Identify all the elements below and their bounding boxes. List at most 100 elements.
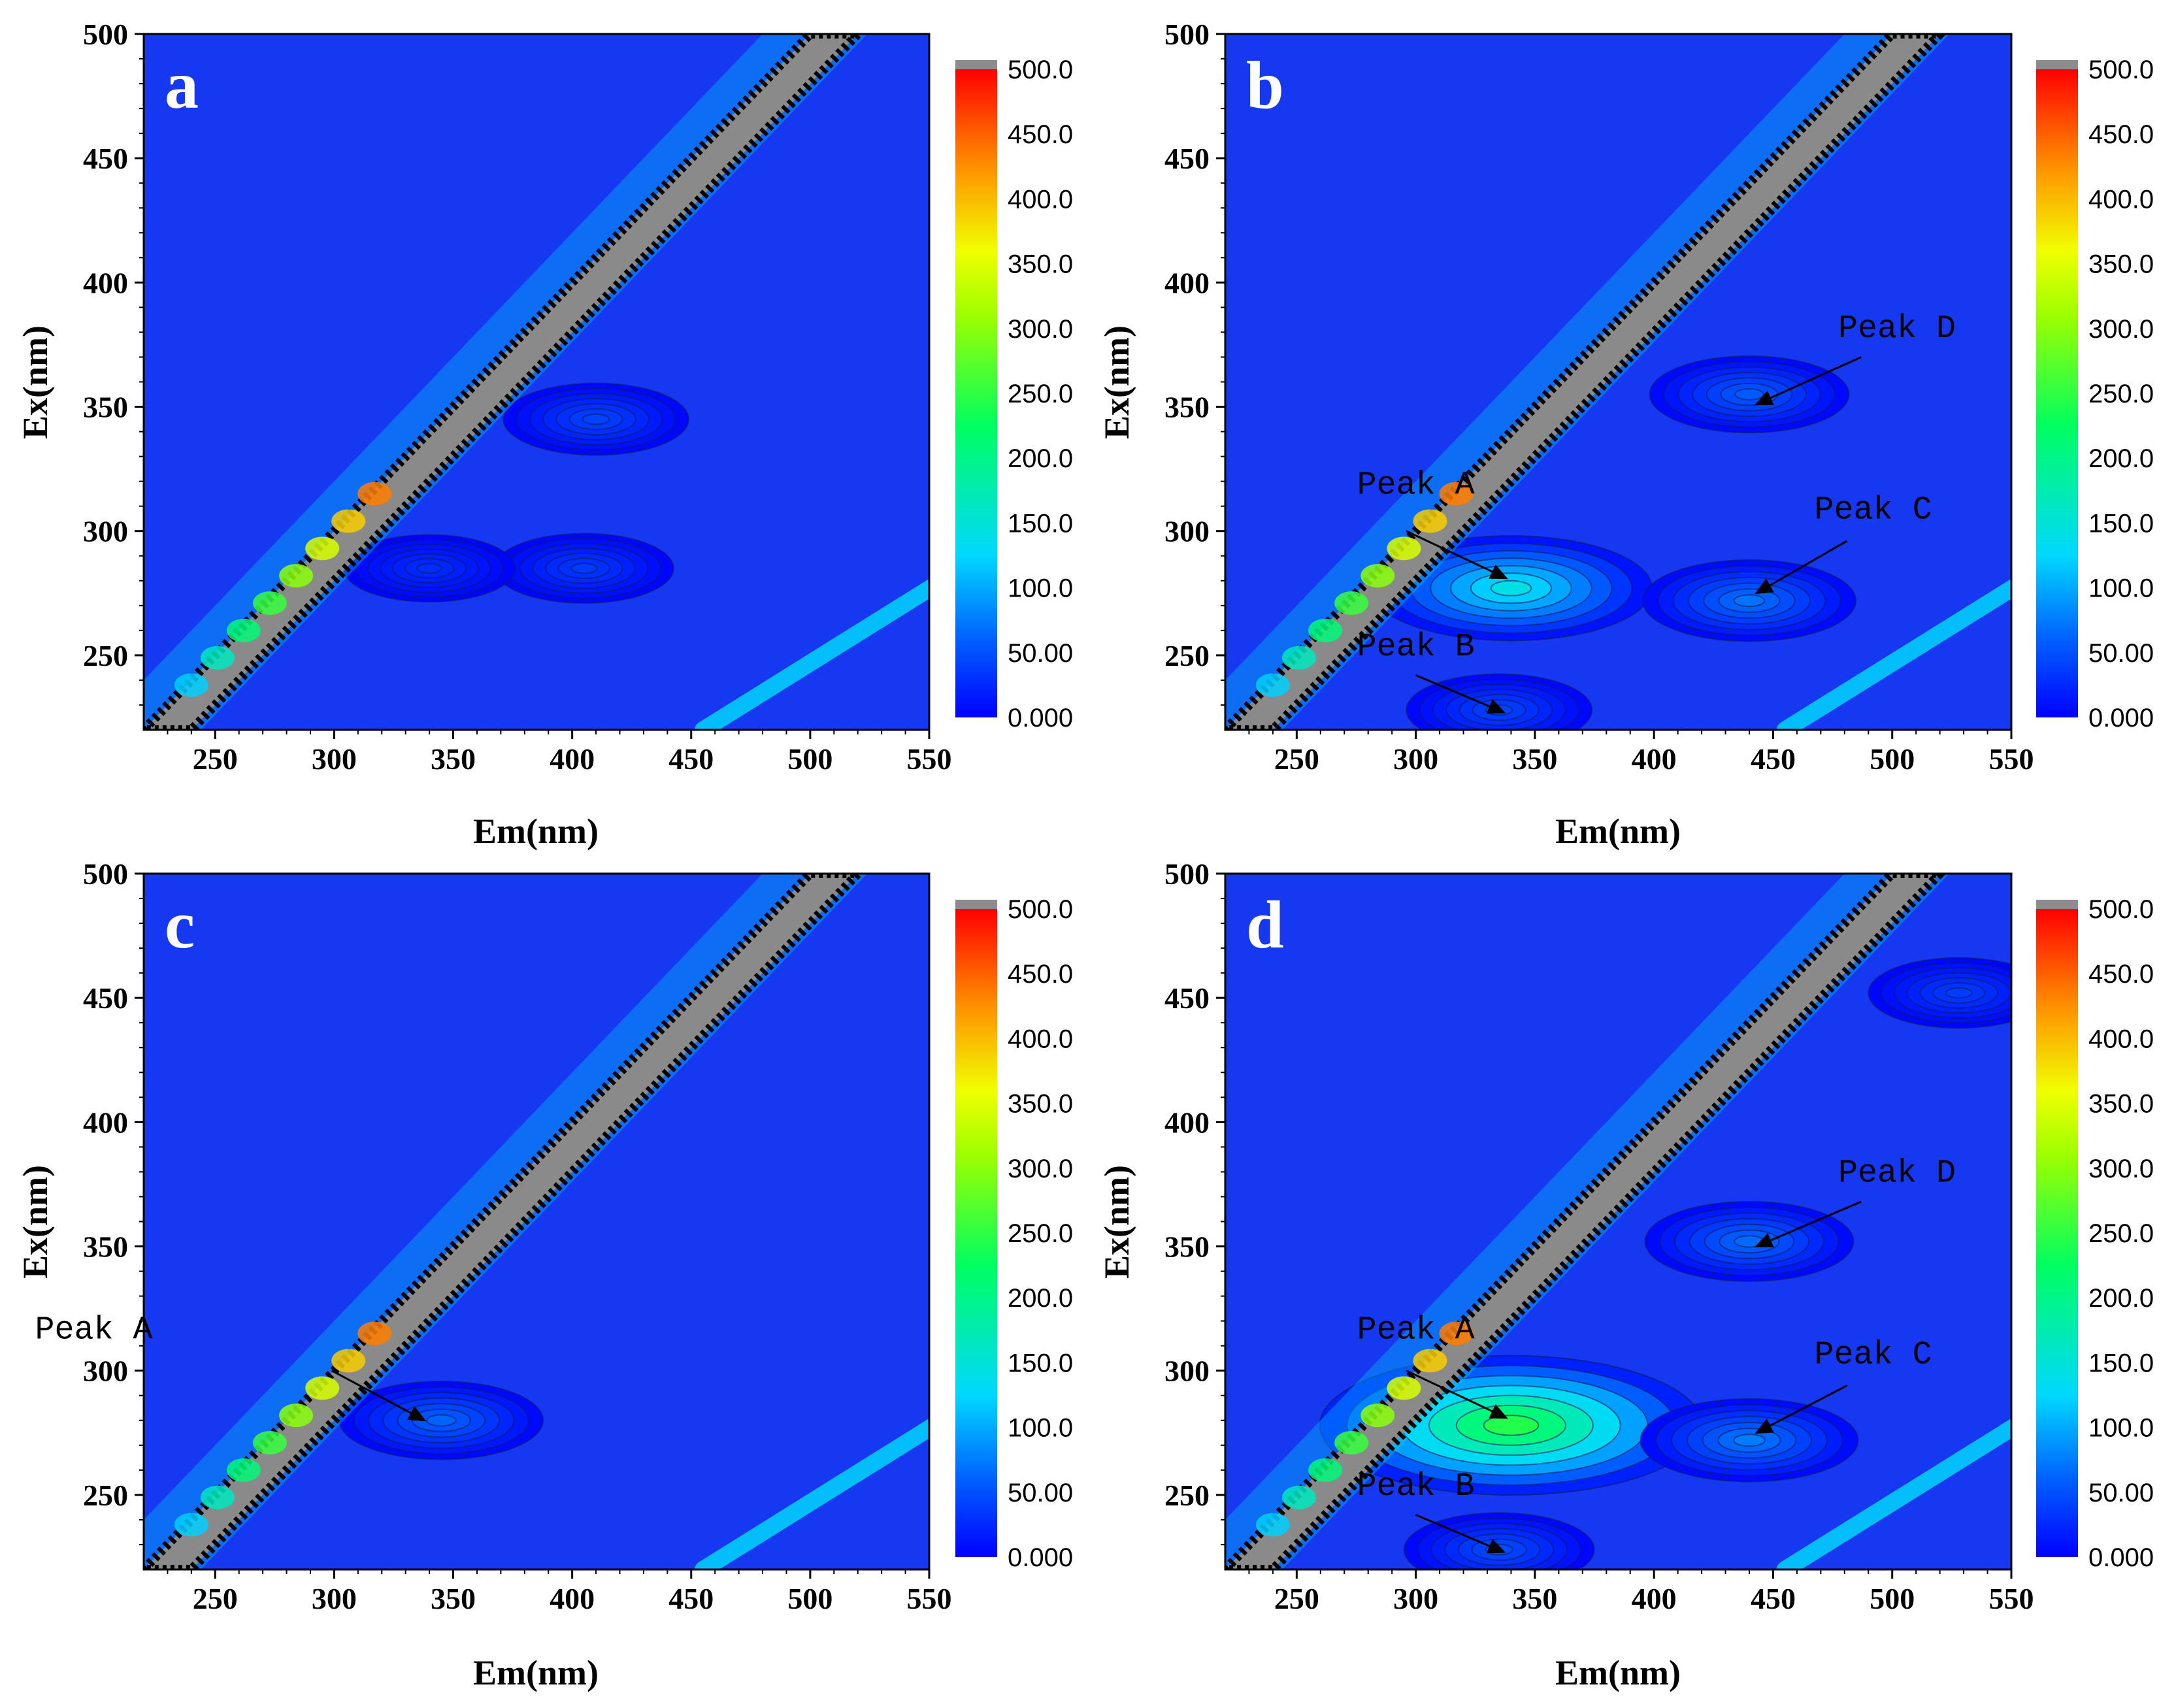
panel-letter-c: c — [165, 887, 195, 962]
peak-label-d: Peak A — [1357, 1311, 1475, 1349]
panel-c: 250 300 350 400 450 500 550250300350400450500 … — [16, 857, 1073, 1692]
y-tick-label-d: 250 — [1164, 1479, 1210, 1512]
peak-annotations-b: Peak A Peak B Peak C Peak D — [1357, 310, 1956, 714]
y-tick-label-d: 500 — [1164, 857, 1210, 891]
colorbar-label-a: 250.0 — [1008, 380, 1073, 408]
y-tick-label-b: 350 — [1164, 391, 1210, 424]
peak-arrow-d — [1755, 1385, 1848, 1434]
panel-letter-b: b — [1246, 48, 1284, 123]
plot-area-c — [144, 874, 929, 1569]
y-tick-label-c: 400 — [83, 1106, 128, 1139]
x-tick-label-a: 500 — [787, 742, 832, 776]
colorbar-label-a: 400.0 — [1008, 185, 1073, 214]
x-tick-label-b: 550 — [1989, 742, 2034, 776]
colorbar-label-d: 200.0 — [2088, 1284, 2154, 1313]
peak-arrow-d — [1755, 1200, 1862, 1248]
colorbar-b: 0.000 50.00 100.0 150.0 200.0 250.0 300.0 350.0… — [2036, 56, 2154, 732]
x-tick-label-b: 250 — [1274, 742, 1319, 776]
colorbar-label-a: 50.00 — [1008, 639, 1073, 668]
scatter-bands-b — [1225, 34, 2011, 730]
rayleigh-hotspot-a — [357, 482, 392, 506]
colorbar-labels-b: 0.000 50.00 100.0 150.0 200.0 250.0 300.0 350.0… — [2088, 56, 2154, 732]
panel-a: 250 300 350 400 450 500 550250300350400450500 … — [16, 18, 1073, 851]
x-tick-label-c: 250 — [193, 1582, 238, 1615]
peak-arrow-b — [1755, 540, 1848, 595]
peak-label-d: Peak C — [1815, 1336, 1932, 1373]
x-tick-label-d: 350 — [1512, 1582, 1557, 1615]
y-axis-title-c: Ex(nm) — [16, 1165, 55, 1279]
colorbar-a: 0.000 50.00 100.0 150.0 200.0 250.0 300.0 350.0… — [955, 56, 1073, 732]
colorbar-label-a: 350.0 — [1008, 250, 1073, 279]
plot-area-d — [1225, 874, 2011, 1569]
scatter-bands-a — [144, 34, 929, 730]
rayleigh-hotspot-c — [279, 1404, 314, 1428]
x-axis-title-d: Em(nm) — [1555, 1653, 1681, 1692]
colorbar-label-a: 100.0 — [1008, 574, 1073, 603]
rayleigh-hotspot-c — [174, 1513, 208, 1537]
colorbar-labels-d: 0.000 50.00 100.0 150.0 200.0 250.0 300.0 350.0… — [2088, 895, 2154, 1572]
peak-label-c: Peak A — [35, 1311, 152, 1349]
x-axis-title-a: Em(nm) — [473, 812, 599, 851]
rayleigh-hotspot-c — [305, 1376, 340, 1400]
rayleigh-hotspot-b — [1360, 564, 1395, 588]
colorbar-label-c: 300.0 — [1008, 1155, 1073, 1183]
peak-contour-d — [1483, 1415, 1540, 1436]
colorbar-label-b: 150.0 — [2088, 509, 2154, 538]
colorbar-label-b: 100.0 — [2088, 574, 2154, 603]
y-tick-label-a: 350 — [83, 391, 128, 424]
colorbar-label-b: 250.0 — [2088, 380, 2154, 408]
peak-label-b: Peak B — [1357, 629, 1475, 666]
rayleigh-hotspot-d — [1255, 1513, 1290, 1537]
second-order-band-a — [694, 578, 929, 730]
colorbar-label-b: 0.000 — [2088, 704, 2154, 732]
colorbar-label-c: 100.0 — [1008, 1414, 1073, 1443]
colorbar-label-d: 450.0 — [2088, 960, 2154, 989]
peak-label-d: Peak B — [1357, 1468, 1475, 1505]
x-tick-label-d: 300 — [1393, 1582, 1438, 1615]
colorbar-gradient-b — [2036, 69, 2078, 717]
colorbar-gradient-a — [955, 69, 997, 717]
peak-contour-d — [1733, 1434, 1766, 1447]
plot-area-b — [1225, 34, 2011, 730]
panel-letter-a: a — [165, 48, 199, 123]
colorbar-label-c: 200.0 — [1008, 1284, 1073, 1313]
x-tick-label-b: 350 — [1512, 742, 1557, 776]
colorbar-label-d: 300.0 — [2088, 1155, 2154, 1183]
rayleigh-hotspot-b — [1282, 646, 1317, 670]
colorbar-label-d: 100.0 — [2088, 1414, 2154, 1443]
colorbar-label-c: 250.0 — [1008, 1219, 1073, 1248]
x-tick-label-d: 500 — [1870, 1582, 1915, 1615]
peak-contour-a — [570, 563, 598, 574]
colorbar-label-d: 150.0 — [2088, 1349, 2154, 1377]
peak-contour-a — [416, 563, 442, 574]
x-tick-label-a: 350 — [431, 742, 476, 776]
y-axis-title-b: Ex(nm) — [1097, 325, 1136, 439]
colorbar-label-c: 400.0 — [1008, 1025, 1073, 1053]
peak-annotations-c: Peak A — [35, 1311, 427, 1422]
peak-contour-b — [1490, 580, 1532, 597]
rayleigh-hotspot-d — [1308, 1458, 1343, 1482]
x-tick-label-b: 500 — [1870, 742, 1915, 776]
x-axis-title-c: Em(nm) — [473, 1653, 599, 1692]
y-tick-label-a: 450 — [83, 142, 128, 175]
rayleigh-hotspot-a — [279, 564, 314, 588]
colorbar-label-d: 400.0 — [2088, 1025, 2154, 1053]
rayleigh-hotspot-a — [200, 646, 235, 670]
colorbar-gradient-d — [2036, 909, 2078, 1557]
colorbar-label-c: 0.000 — [1008, 1543, 1073, 1572]
colorbar-top-b — [2036, 60, 2078, 69]
rayleigh-hotspot-d — [1282, 1485, 1317, 1509]
x-tick-label-a: 250 — [193, 742, 238, 776]
rayleigh-hotspot-a — [331, 509, 366, 533]
colorbar-c: 0.000 50.00 100.0 150.0 200.0 250.0 300.0 350.0… — [955, 895, 1073, 1572]
peak-contour-d — [1945, 987, 1973, 999]
colorbar-top-d — [2036, 900, 2078, 909]
y-axis-title-d: Ex(nm) — [1097, 1165, 1136, 1279]
y-tick-label-c: 450 — [83, 981, 128, 1015]
x-tick-label-a: 450 — [668, 742, 714, 776]
peak-arrow-b — [1755, 356, 1862, 406]
plot-area-a — [144, 34, 929, 730]
colorbar-label-b: 400.0 — [2088, 185, 2154, 214]
peak-contour-b — [1733, 594, 1766, 608]
